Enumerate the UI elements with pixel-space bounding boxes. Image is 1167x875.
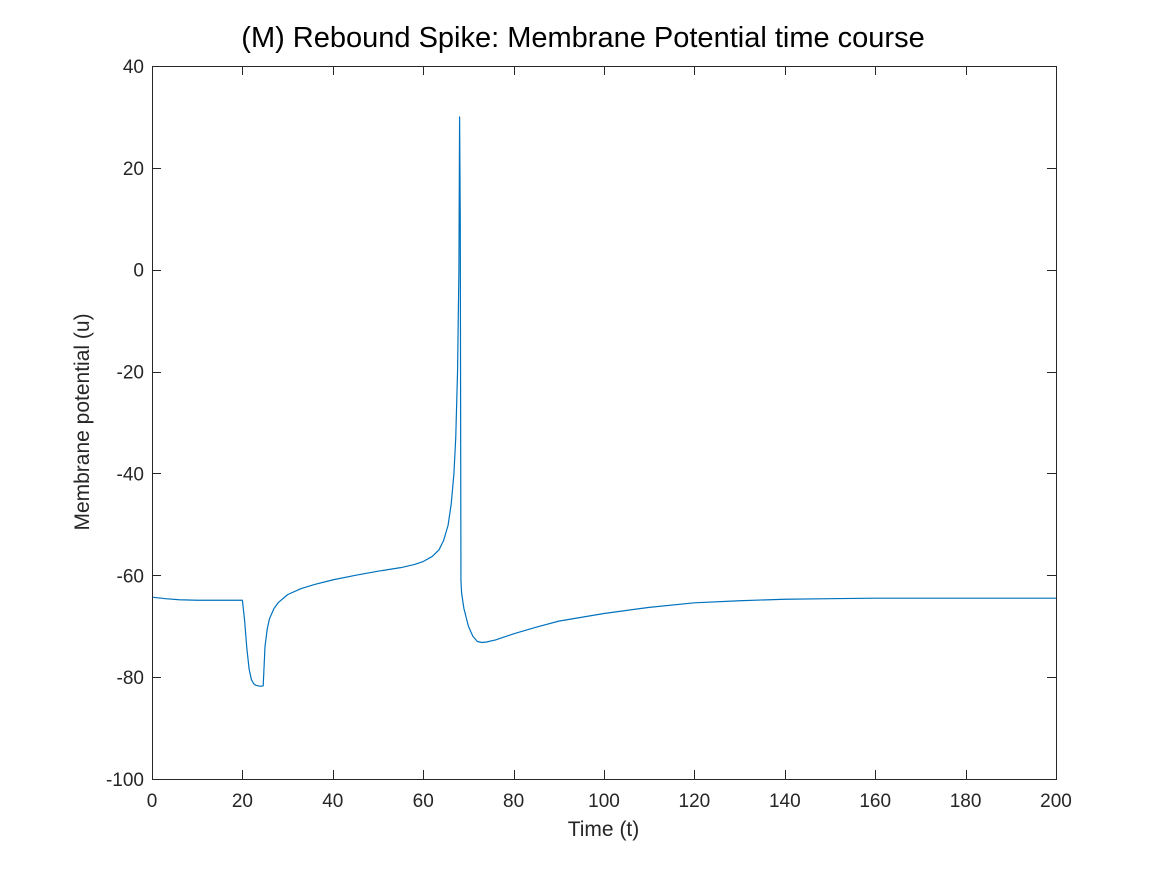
- x-tick-labels: 0 20 40 60 80 100 120 140 160 180 200: [147, 791, 1072, 812]
- membrane-potential-line: [151, 116, 1056, 687]
- series-layer: [151, 116, 1056, 687]
- y-tick-label: -20: [117, 363, 144, 384]
- x-tick-label: 160: [859, 791, 891, 812]
- x-tick-label: 180: [950, 791, 982, 812]
- x-tick-label: 60: [413, 791, 434, 812]
- x-tick-label: 120: [679, 791, 711, 812]
- x-tick-label: 20: [232, 791, 253, 812]
- y-tick-label: -40: [117, 464, 144, 485]
- axes-box: [152, 66, 1057, 780]
- x-tick-label: 140: [769, 791, 801, 812]
- y-tick-label: -80: [117, 668, 144, 689]
- x-tick-label: 100: [588, 791, 620, 812]
- x-tick-label: 0: [147, 791, 158, 812]
- y-tick-label: 20: [123, 159, 144, 180]
- x-tick-label: 200: [1040, 791, 1072, 812]
- chart-title: (M) Rebound Spike: Membrane Potential ti…: [241, 22, 924, 54]
- y-tick-label: -100: [106, 770, 144, 791]
- y-tick-label: -60: [117, 566, 144, 587]
- x-axis-label: Time (t): [568, 818, 640, 841]
- y-axis-label: Membrane potential (u): [71, 313, 94, 530]
- x-tick-label: 40: [322, 791, 343, 812]
- x-tick-label: 80: [503, 791, 524, 812]
- y-tick-labels: -100 -80 -60 -40 -20 0 20 40: [106, 57, 144, 791]
- plot-area: [152, 66, 1056, 779]
- y-tick-label: 0: [133, 261, 144, 282]
- y-tick-label: 40: [123, 57, 144, 78]
